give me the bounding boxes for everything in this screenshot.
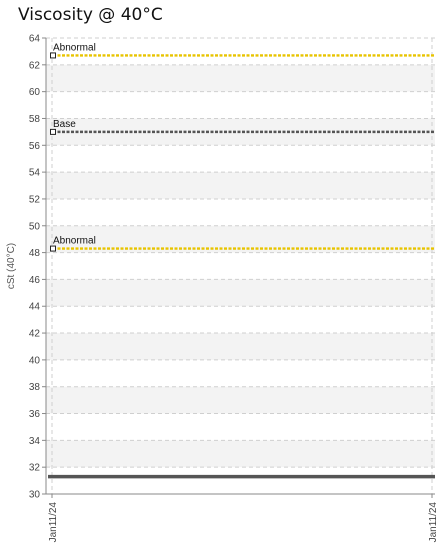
reference-label: Abnormal <box>53 42 96 53</box>
plot-band <box>46 440 435 468</box>
y-tick-label: 48 <box>29 248 41 259</box>
plot-band <box>46 386 435 414</box>
plot-band <box>46 172 435 199</box>
y-tick-label: 62 <box>29 60 41 71</box>
y-tick-label: 38 <box>29 382 41 393</box>
y-tick-label: 36 <box>29 409 41 420</box>
y-tick-label: 46 <box>29 275 41 286</box>
x-tick-label: Jan11/24 <box>428 502 439 543</box>
y-tick-label: 32 <box>29 463 41 474</box>
y-tick-label: 40 <box>29 355 41 366</box>
chart-title: Viscosity @ 40°C <box>18 5 163 25</box>
reference-marker <box>50 245 56 252</box>
reference-marker <box>50 128 56 135</box>
y-tick-label: 44 <box>29 302 41 313</box>
plot-band <box>46 279 435 307</box>
y-tick-label: 50 <box>29 221 41 232</box>
y-tick-label: 58 <box>29 114 41 125</box>
y-tick-label: 56 <box>29 141 41 152</box>
x-tick-label: Jan11/24 <box>48 502 59 543</box>
y-tick-label: 64 <box>29 34 41 45</box>
y-tick-label: 30 <box>29 490 41 501</box>
y-tick-label: 42 <box>29 329 41 340</box>
plot-band <box>46 333 435 360</box>
y-tick-label: 52 <box>29 194 41 205</box>
reference-label: Base <box>53 119 76 130</box>
y-axis-title: cSt (40°C) <box>6 243 17 289</box>
reference-marker <box>50 52 56 59</box>
y-tick-label: 54 <box>29 168 41 179</box>
plot-band <box>46 64 435 92</box>
y-tick-label: 34 <box>29 436 41 447</box>
reference-label: Abnormal <box>53 236 96 247</box>
y-tick-label: 60 <box>29 87 41 98</box>
